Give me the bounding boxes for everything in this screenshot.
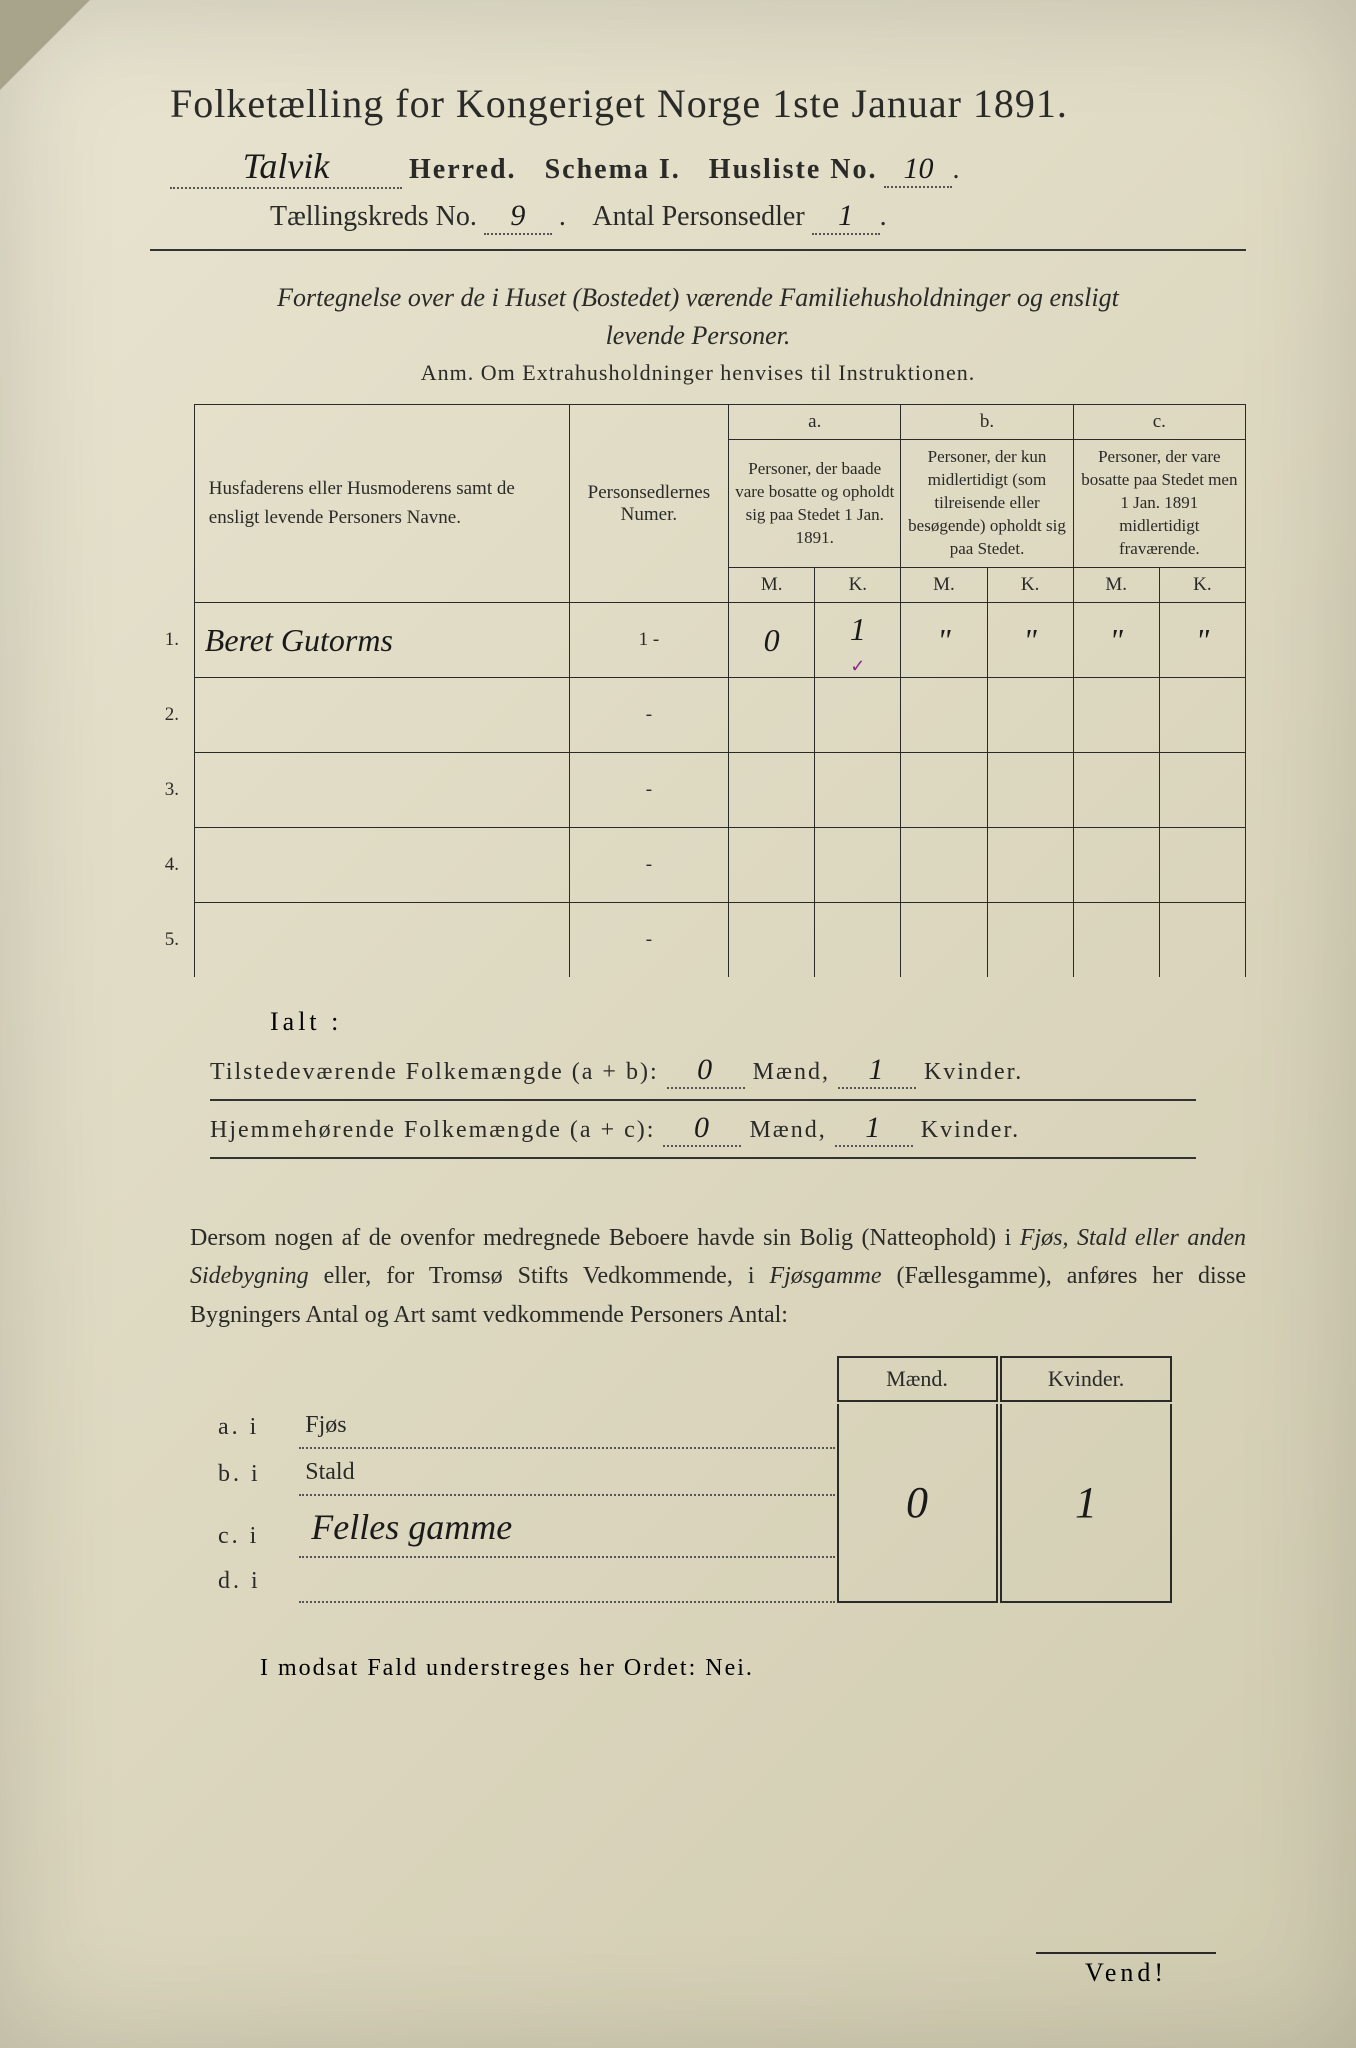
resident-m: 0 <box>663 1111 741 1147</box>
cell-am: 0 <box>758 622 786 659</box>
divider-1 <box>150 249 1246 251</box>
present-k: 1 <box>838 1053 916 1089</box>
side-header: Mænd. Kvinder. <box>212 1356 1172 1402</box>
row-num: 3. <box>150 753 194 828</box>
row-numer: - <box>569 828 728 903</box>
row-name: Beret Gutorms <box>199 622 399 659</box>
side-row-a: a. i Fjøs 0 1 <box>212 1404 1172 1449</box>
row-name <box>194 828 569 903</box>
side-b-name: Stald <box>305 1459 354 1485</box>
cell-cm: " <box>1104 622 1129 659</box>
col-b-desc: Personer, der kun midlertidigt (som tilr… <box>901 440 1073 568</box>
anm-note: Anm. Om Extrahusholdninger henvises til … <box>150 360 1246 386</box>
para-t2: eller, for Tromsø Stifts Vedkommende, i <box>309 1263 770 1289</box>
side-c-name: Felles gamme <box>305 1506 518 1548</box>
herred-label: Herred. <box>409 154 517 185</box>
side-b-label: b. i <box>212 1451 297 1496</box>
intro-line-2: levende Personer. <box>606 321 791 350</box>
side-a-label: a. i <box>212 1404 297 1449</box>
header-row-1: Talvik Herred. Schema I. Husliste No. 10… <box>150 145 1246 189</box>
col-c-desc: Personer, der vare bosatte paa Stedet me… <box>1073 440 1245 568</box>
table-row: 5. - <box>150 903 1246 978</box>
row-numer: - <box>569 903 728 978</box>
row-num: 1. <box>150 603 194 678</box>
kvinder-label: Kvinder. <box>924 1059 1023 1085</box>
personsedler-value: 1 <box>812 199 880 235</box>
col-a-desc: Personer, der baade vare bosatte og opho… <box>729 440 901 568</box>
intro-text: Fortegnelse over de i Huset (Bostedet) v… <box>150 279 1246 354</box>
maend-label: Mænd, <box>753 1059 830 1085</box>
row-num: 4. <box>150 828 194 903</box>
col-numer-header: Personsedlernes Numer. <box>569 405 728 603</box>
cell-bm: " <box>931 622 956 659</box>
form-title: Folketælling for Kongeriget Norge 1ste J… <box>150 80 1246 127</box>
col-a-label: a. <box>729 405 901 440</box>
table-row: 2. - <box>150 678 1246 753</box>
side-d-label: d. i <box>212 1560 297 1603</box>
page-fold-corner <box>0 0 90 90</box>
row-num: 5. <box>150 903 194 978</box>
c-m: M. <box>1073 568 1159 603</box>
side-a-name: Fjøs <box>305 1412 346 1438</box>
total-present: Tilstedeværende Folkemængde (a + b): 0 M… <box>210 1053 1246 1089</box>
kreds-label: Tællingskreds No. <box>270 201 477 232</box>
divider-3 <box>210 1157 1196 1159</box>
household-table: Husfaderens eller Husmoderens samt de en… <box>150 404 1246 977</box>
col-c-label: c. <box>1073 405 1245 440</box>
resident-label: Hjemmehørende Folkemængde (a + c): <box>210 1117 655 1143</box>
resident-k: 1 <box>835 1111 913 1147</box>
para-t1: Dersom nogen af de ovenfor medregnede Be… <box>190 1225 1020 1251</box>
kvinder-label-2: Kvinder. <box>921 1117 1020 1143</box>
herred-value: Talvik <box>170 145 402 189</box>
col-names-header: Husfaderens eller Husmoderens samt de en… <box>194 405 569 603</box>
table-row: 3. - <box>150 753 1246 828</box>
husliste-value: 10 <box>884 152 952 188</box>
kreds-value: 9 <box>484 199 552 235</box>
a-k: K. <box>815 568 901 603</box>
nei-instruction: I modsat Fald understreges her Ordet: Ne… <box>260 1655 1246 1682</box>
row-numer: - <box>569 753 728 828</box>
ialt-label: Ialt : <box>270 1007 1246 1037</box>
side-building-table: Mænd. Kvinder. a. i Fjøs 0 1 b. i Stald … <box>210 1354 1174 1605</box>
cell-bk: " <box>1017 622 1042 659</box>
present-label: Tilstedeværende Folkemængde (a + b): <box>210 1059 659 1085</box>
side-k-value: 1 <box>1069 1477 1103 1528</box>
husliste-label: Husliste No. <box>709 154 878 185</box>
cell-ck: " <box>1190 622 1215 659</box>
cell-ak: 1 <box>844 611 872 648</box>
row-num: 2. <box>150 678 194 753</box>
table-row: 4. - <box>150 828 1246 903</box>
table-row: 1. Beret Gutorms 1 - 0 1 ✓ " " " " <box>150 603 1246 678</box>
side-c-label: c. i <box>212 1498 297 1558</box>
side-kvinder-header: Kvinder. <box>1000 1356 1173 1402</box>
b-m: M. <box>901 568 987 603</box>
row-numer: - <box>569 678 728 753</box>
divider-2 <box>210 1099 1196 1101</box>
side-maend-header: Mænd. <box>837 1356 998 1402</box>
personsedler-label: Antal Personsedler <box>592 201 804 232</box>
maend-label-2: Mænd, <box>749 1117 826 1143</box>
row-name <box>194 678 569 753</box>
c-k: K. <box>1159 568 1245 603</box>
side-m-value: 0 <box>900 1477 934 1528</box>
vend-label: Vend! <box>1036 1952 1216 1988</box>
schema-label: Schema I. <box>545 154 681 185</box>
row-name <box>194 753 569 828</box>
table-header-row-1: Husfaderens eller Husmoderens samt de en… <box>150 405 1246 440</box>
header-row-2: Tællingskreds No. 9 . Antal Personsedler… <box>150 199 1246 235</box>
side-building-paragraph: Dersom nogen af de ovenfor medregnede Be… <box>190 1219 1246 1334</box>
tick-mark: ✓ <box>850 656 865 676</box>
a-m: M. <box>729 568 815 603</box>
b-k: K. <box>987 568 1073 603</box>
present-m: 0 <box>667 1053 745 1089</box>
census-form-page: Folketælling for Kongeriget Norge 1ste J… <box>0 0 1356 2048</box>
para-i2: Fjøsgamme <box>769 1263 881 1289</box>
intro-line-1: Fortegnelse over de i Huset (Bostedet) v… <box>277 283 1119 312</box>
total-resident: Hjemmehørende Folkemængde (a + c): 0 Mæn… <box>210 1111 1246 1147</box>
row-name <box>194 903 569 978</box>
col-b-label: b. <box>901 405 1073 440</box>
row-numer: 1 - <box>569 603 728 678</box>
